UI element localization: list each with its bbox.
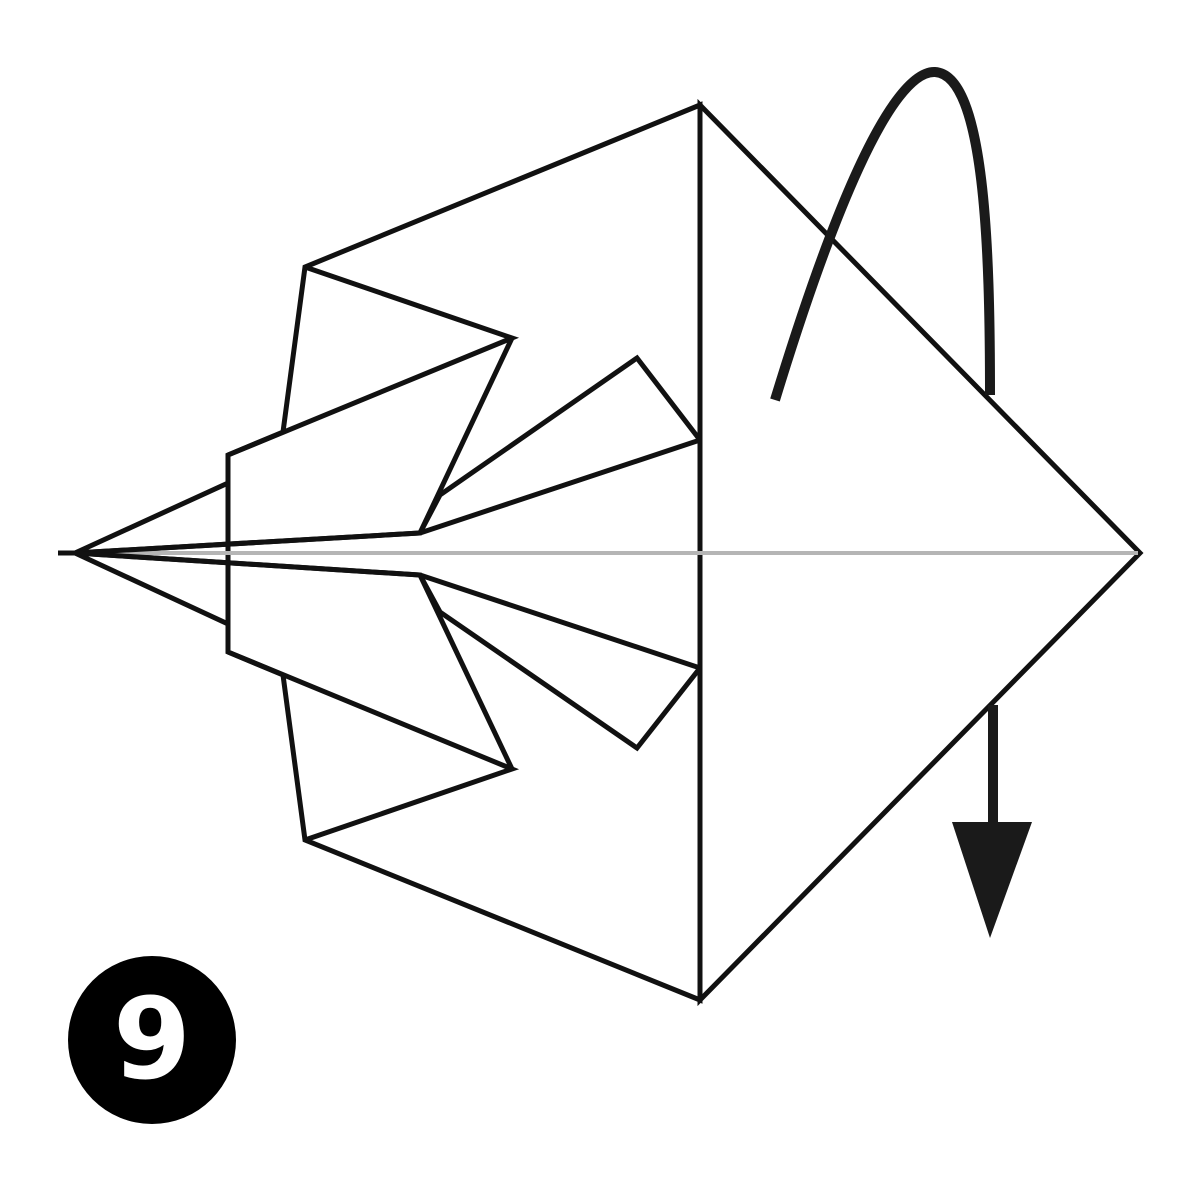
pocket-edge — [419, 437, 701, 536]
flap-edge — [417, 573, 515, 771]
tip-edge — [74, 530, 421, 556]
step-number: 9 — [113, 975, 191, 1105]
flap-edge — [227, 649, 520, 843]
paper-blue-bottom — [73, 550, 703, 1004]
flap-edge — [417, 336, 515, 535]
down-arrow-head — [952, 822, 1032, 938]
step-badge — [68, 956, 236, 1124]
paper-blue-top — [73, 101, 703, 556]
pocket-edge — [419, 572, 701, 671]
tip-edge — [74, 550, 421, 578]
mountain-fold-arrow — [770, 66, 995, 402]
